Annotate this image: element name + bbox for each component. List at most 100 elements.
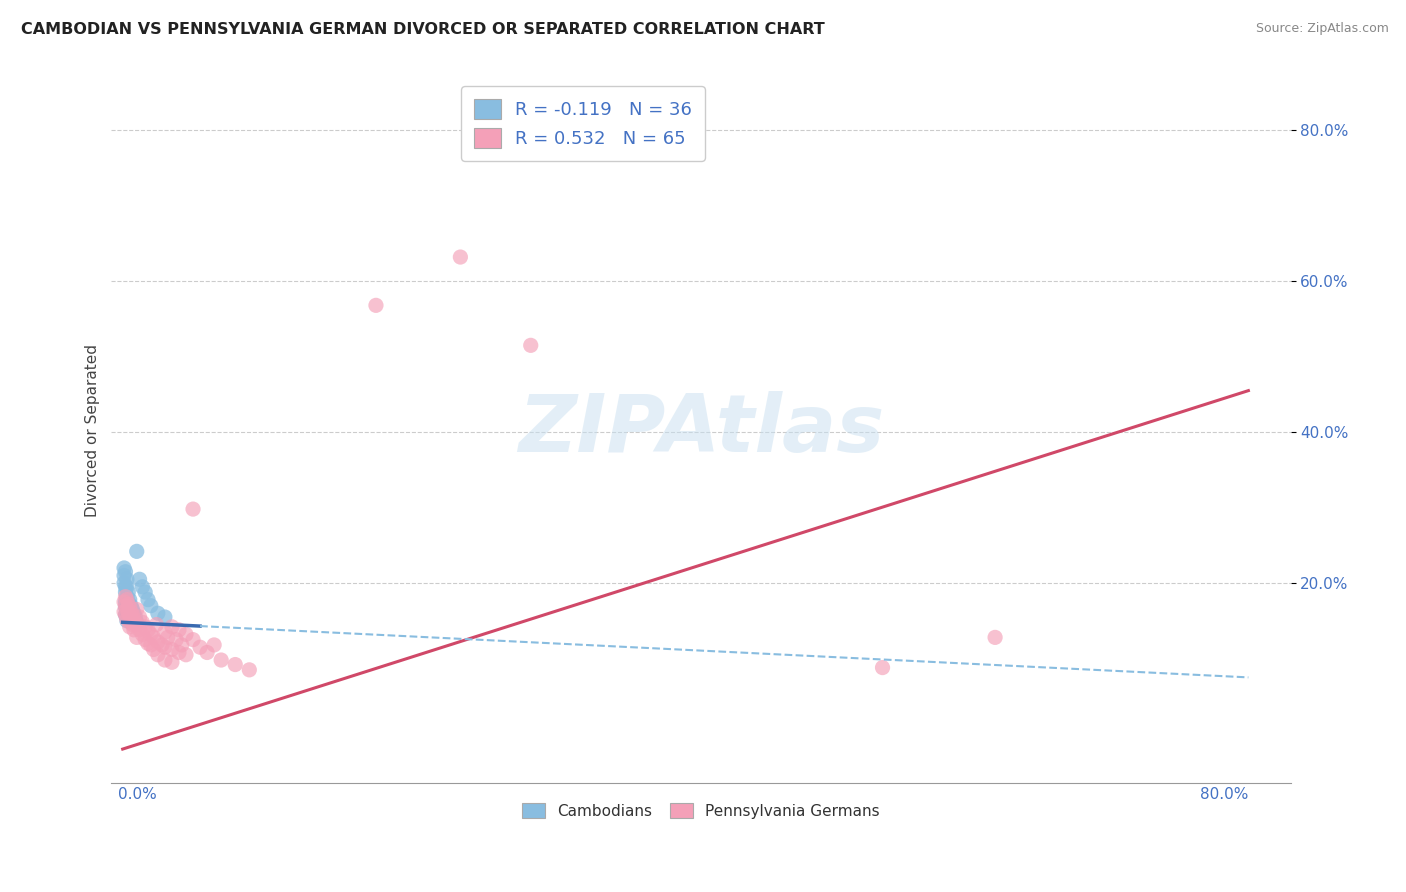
Point <box>121 614 143 628</box>
Point <box>114 595 136 609</box>
Point <box>115 606 138 620</box>
Point <box>134 632 156 647</box>
Point <box>115 612 138 626</box>
Point <box>115 580 138 594</box>
Point <box>139 627 162 641</box>
Point <box>125 602 148 616</box>
Point <box>519 338 541 352</box>
Point <box>128 610 150 624</box>
Point <box>117 585 139 599</box>
Point <box>124 615 146 630</box>
Point <box>120 599 142 613</box>
Point <box>174 627 197 641</box>
Point <box>114 580 136 594</box>
Point <box>115 602 138 616</box>
Point <box>136 636 159 650</box>
Point <box>160 655 183 669</box>
Point <box>202 638 225 652</box>
Point <box>125 544 148 558</box>
Point <box>167 645 190 659</box>
Point <box>115 614 138 628</box>
Text: CAMBODIAN VS PENNSYLVANIA GERMAN DIVORCED OR SEPARATED CORRELATION CHART: CAMBODIAN VS PENNSYLVANIA GERMAN DIVORCE… <box>21 22 825 37</box>
Point <box>118 610 141 624</box>
Point <box>364 298 387 312</box>
Point <box>112 568 135 582</box>
Point <box>145 617 167 632</box>
Point <box>128 572 150 586</box>
Point <box>160 620 183 634</box>
Point <box>142 642 165 657</box>
Point <box>146 606 169 620</box>
Point <box>122 606 145 620</box>
Point <box>153 653 176 667</box>
Text: Source: ZipAtlas.com: Source: ZipAtlas.com <box>1256 22 1389 36</box>
Point <box>156 631 179 645</box>
Point <box>117 606 139 620</box>
Point <box>167 623 190 637</box>
Point <box>114 590 136 604</box>
Point <box>125 615 148 630</box>
Point <box>120 615 142 630</box>
Point <box>146 648 169 662</box>
Point <box>153 640 176 655</box>
Point <box>449 250 471 264</box>
Point <box>181 632 204 647</box>
Point <box>112 595 135 609</box>
Point <box>128 623 150 637</box>
Point <box>142 631 165 645</box>
Point <box>984 631 1007 645</box>
Point <box>136 592 159 607</box>
Point <box>120 607 142 622</box>
Point <box>238 663 260 677</box>
Point <box>114 565 136 579</box>
Point <box>115 599 138 613</box>
Text: 80.0%: 80.0% <box>1199 787 1249 802</box>
Point <box>112 576 135 591</box>
Point <box>134 620 156 634</box>
Point <box>153 625 176 640</box>
Point <box>131 615 153 630</box>
Point <box>118 600 141 615</box>
Point <box>112 561 135 575</box>
Point <box>122 623 145 637</box>
Point <box>118 602 141 616</box>
Point <box>139 638 162 652</box>
Point <box>117 605 139 619</box>
Point <box>170 638 193 652</box>
Point <box>114 607 136 622</box>
Point <box>120 605 142 619</box>
Point <box>117 595 139 609</box>
Point <box>114 607 136 622</box>
Point <box>125 617 148 632</box>
Point <box>150 638 173 652</box>
Point <box>121 617 143 632</box>
Point <box>188 640 211 655</box>
Point <box>136 623 159 637</box>
Point <box>209 653 232 667</box>
Point <box>125 631 148 645</box>
Point <box>146 635 169 649</box>
Point <box>118 592 141 607</box>
Point <box>872 660 894 674</box>
Point <box>181 502 204 516</box>
Point <box>118 612 141 626</box>
Point <box>115 590 138 604</box>
Point <box>124 610 146 624</box>
Legend: Cambodians, Pennsylvania Germans: Cambodians, Pennsylvania Germans <box>516 797 886 825</box>
Point <box>139 599 162 613</box>
Point <box>112 605 135 619</box>
Point <box>114 599 136 613</box>
Point <box>117 597 139 611</box>
Point <box>195 645 218 659</box>
Point <box>174 648 197 662</box>
Point <box>122 612 145 626</box>
Text: ZIPAtlas: ZIPAtlas <box>517 392 884 469</box>
Point <box>114 600 136 615</box>
Point <box>115 592 138 607</box>
Point <box>121 607 143 622</box>
Y-axis label: Divorced or Separated: Divorced or Separated <box>86 343 100 516</box>
Point <box>121 602 143 616</box>
Point <box>153 610 176 624</box>
Point <box>134 585 156 599</box>
Text: 0.0%: 0.0% <box>118 787 157 802</box>
